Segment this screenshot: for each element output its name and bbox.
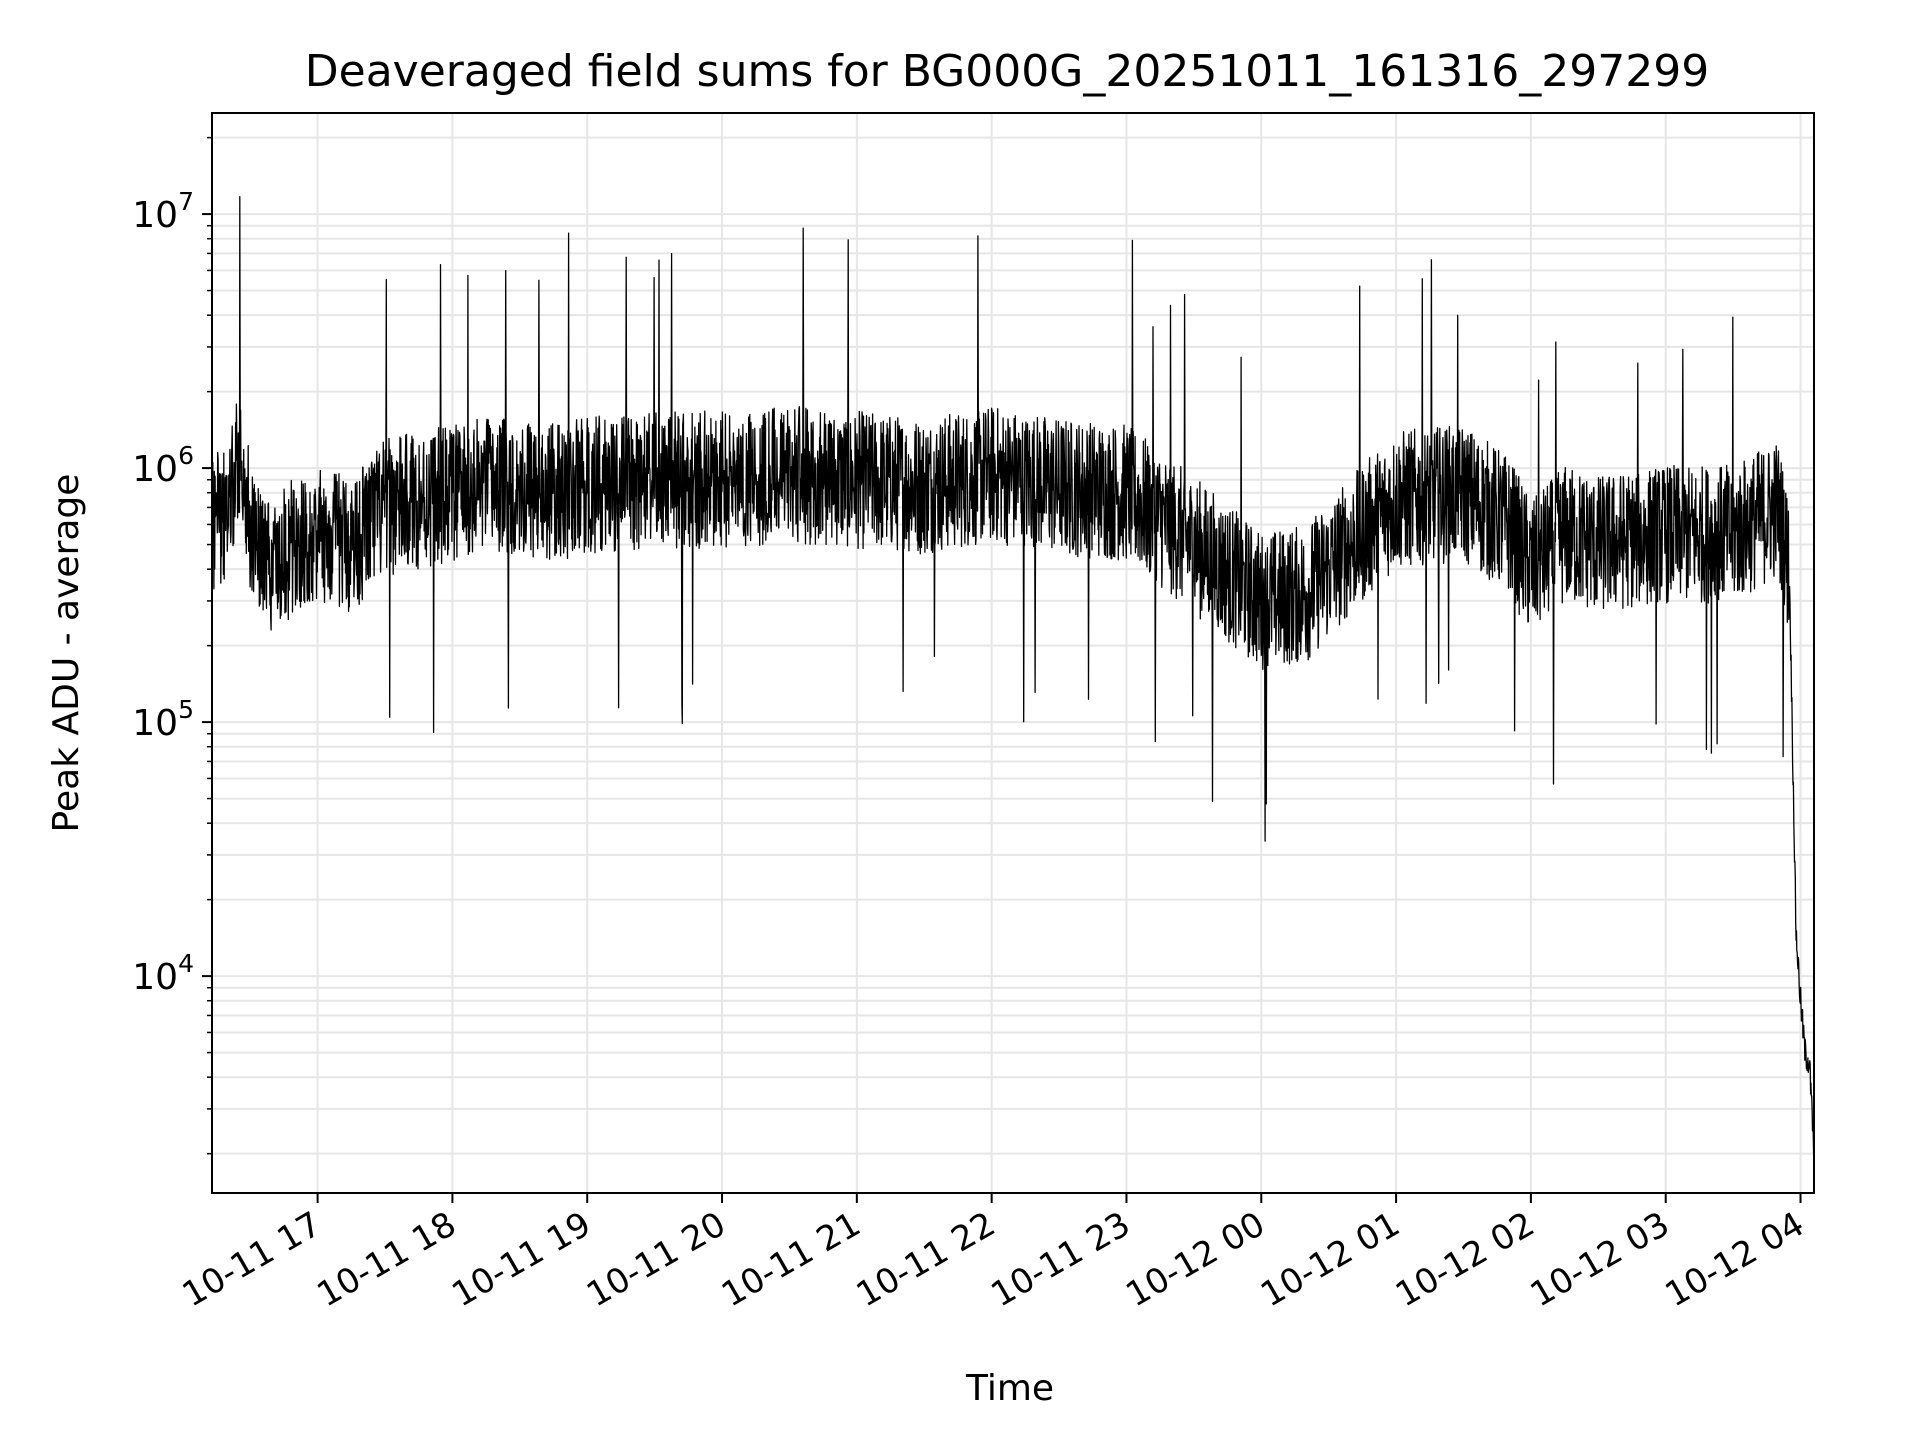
y-tick-label: 104 (132, 949, 194, 998)
y-tick-label: 105 (132, 695, 194, 744)
y-axis-label: Peak ADU - average (46, 474, 87, 833)
x-axis-label: Time (965, 1368, 1054, 1409)
y-tick-label: 107 (132, 187, 194, 236)
plot-frame (211, 112, 1815, 1194)
grid (212, 113, 1814, 1193)
y-tick-label: 106 (132, 441, 194, 490)
series-line (211, 196, 1815, 1156)
chart-title: Deaveraged field sums for BG000G_2025101… (305, 46, 1709, 97)
